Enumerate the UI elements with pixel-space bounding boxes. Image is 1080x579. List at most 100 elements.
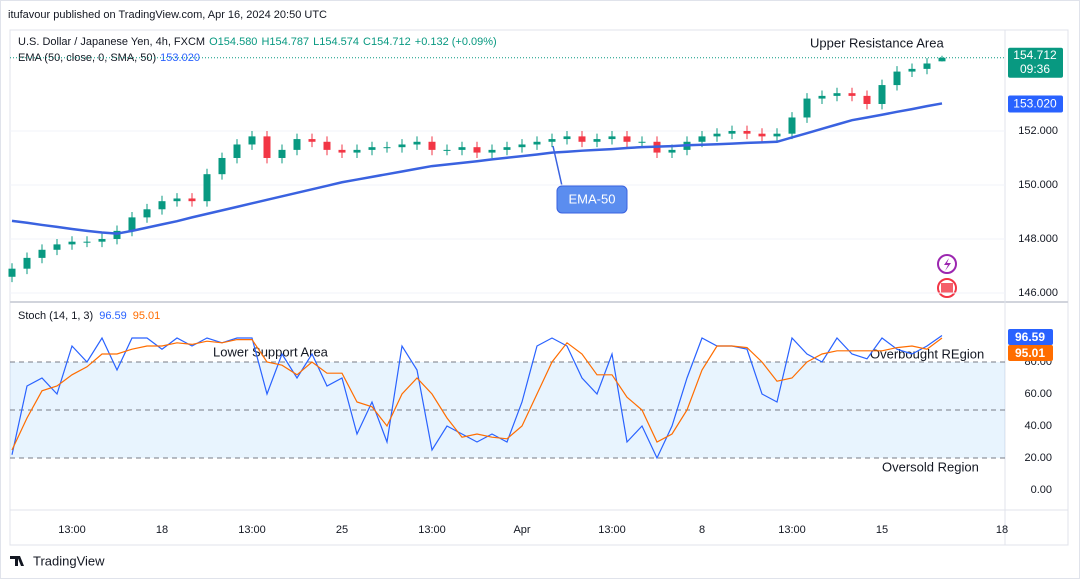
candle-body — [728, 130, 736, 134]
stoch-badge-label: 95.01 — [1015, 346, 1045, 360]
price-badge — [1008, 47, 1063, 78]
ohlc: C154.712 — [363, 36, 411, 48]
candle-body — [773, 133, 781, 137]
x-tick-label: 25 — [336, 524, 348, 536]
stoch-badge — [1008, 345, 1053, 361]
ema-badge-label: 153.020 — [1013, 97, 1057, 111]
x-tick-label: 8 — [699, 524, 705, 536]
candle-body — [743, 130, 751, 134]
event-icon-glyph — [944, 258, 951, 271]
stoch-legend: Stoch (14, 1, 3) 96.59 95.01 — [18, 310, 160, 322]
candle-body — [353, 149, 361, 153]
stoch-badge-label: 96.59 — [1015, 330, 1045, 344]
candle-body — [638, 141, 646, 143]
candle-body — [938, 57, 946, 62]
x-tick-label: 13:00 — [598, 524, 626, 536]
candle-body — [263, 136, 271, 158]
candle-body — [233, 144, 241, 158]
candle-body — [203, 174, 211, 202]
candle-body — [623, 136, 631, 142]
candle-body — [668, 149, 676, 153]
candle-body — [473, 147, 481, 153]
x-tick-label: 18 — [156, 524, 168, 536]
annotation: Lower Support Area — [213, 344, 329, 359]
price-badge-label: 154.712 — [1013, 48, 1057, 62]
candle-body — [563, 136, 571, 140]
y-tick-label: 0.00 — [1031, 484, 1052, 496]
x-tick-label: 13:00 — [778, 524, 806, 536]
candle-body — [893, 71, 901, 86]
x-tick-label: 18 — [996, 524, 1008, 536]
y-tick-label: 60.00 — [1024, 388, 1052, 400]
ema-value: 153.020 — [160, 52, 200, 64]
stoch-badge — [1008, 329, 1053, 345]
candle-body — [878, 85, 886, 104]
candle-body — [323, 141, 331, 150]
change: +0.132 (+0.09%) — [415, 36, 497, 48]
candle-body — [83, 241, 91, 243]
candle-body — [443, 149, 451, 151]
candle-body — [458, 147, 466, 150]
candle-body — [758, 133, 766, 137]
candle-body — [593, 139, 601, 142]
candle-body — [533, 141, 541, 145]
footer: TradingView — [33, 553, 105, 568]
candle-body — [308, 139, 316, 142]
candle-body — [713, 133, 721, 137]
candle-body — [158, 201, 166, 210]
callout-box — [556, 185, 628, 214]
annotation: EMA-50 — [569, 191, 616, 206]
candle-body — [293, 139, 301, 150]
stoch-d-value: 95.01 — [133, 310, 161, 322]
candle-body — [818, 95, 826, 99]
ohlc: H154.787 — [261, 36, 309, 48]
countdown: 09:36 — [1020, 62, 1050, 76]
candle-body — [188, 198, 196, 202]
candle-body — [578, 136, 586, 142]
candle-body — [413, 141, 421, 145]
stoch-line — [11, 337, 943, 451]
candle-body — [848, 93, 856, 96]
logo-mark — [10, 556, 24, 566]
candle-body — [803, 98, 811, 118]
candle-body — [428, 141, 436, 150]
candle-body — [503, 147, 511, 150]
stoch-title: Stoch (14, 1, 3) — [18, 310, 93, 322]
stoch-k-value: 96.59 — [99, 310, 127, 322]
x-tick-label: 15 — [876, 524, 888, 536]
symbol: U.S. Dollar / Japanese Yen, 4h, FXCM — [18, 36, 205, 48]
y-tick-label: 146.000 — [1018, 287, 1058, 299]
candle-body — [53, 244, 61, 250]
candle-body — [548, 139, 556, 142]
footer-logo: TradingView — [10, 553, 105, 568]
candle-body — [908, 68, 916, 72]
candle-body — [38, 249, 46, 258]
candle-body — [68, 241, 76, 245]
x-tick-label: 13:00 — [238, 524, 266, 536]
x-tick-label: 13:00 — [418, 524, 446, 536]
candle-body — [98, 238, 106, 242]
candle-body — [368, 147, 376, 150]
candle-body — [248, 136, 256, 145]
candle-body — [518, 144, 526, 148]
annotation: Oversold Region — [882, 459, 979, 474]
header: itufavour published on TradingView.com, … — [8, 9, 327, 21]
y-tick-label: 148.000 — [1018, 233, 1058, 245]
symbol-legend: U.S. Dollar / Japanese Yen, 4h, FXCM O154… — [18, 36, 497, 48]
y-tick-label: 20.00 — [1024, 452, 1052, 464]
ema-line — [11, 102, 943, 235]
x-tick-label: Apr — [513, 524, 530, 536]
chart-frame — [9, 29, 1069, 546]
candle-body — [143, 209, 151, 218]
candle-body — [8, 268, 16, 277]
annotation: Upper Resistance Area — [810, 35, 944, 50]
candle-body — [608, 136, 616, 140]
ohlc: O154.580 — [209, 36, 257, 48]
x-tick-label: 13:00 — [58, 524, 86, 536]
ema-name: EMA (50, close, 0, SMA, 50) — [18, 52, 156, 64]
ema-legend: EMA (50, close, 0, SMA, 50) 153.020 — [18, 52, 200, 64]
candle-body — [698, 136, 706, 142]
